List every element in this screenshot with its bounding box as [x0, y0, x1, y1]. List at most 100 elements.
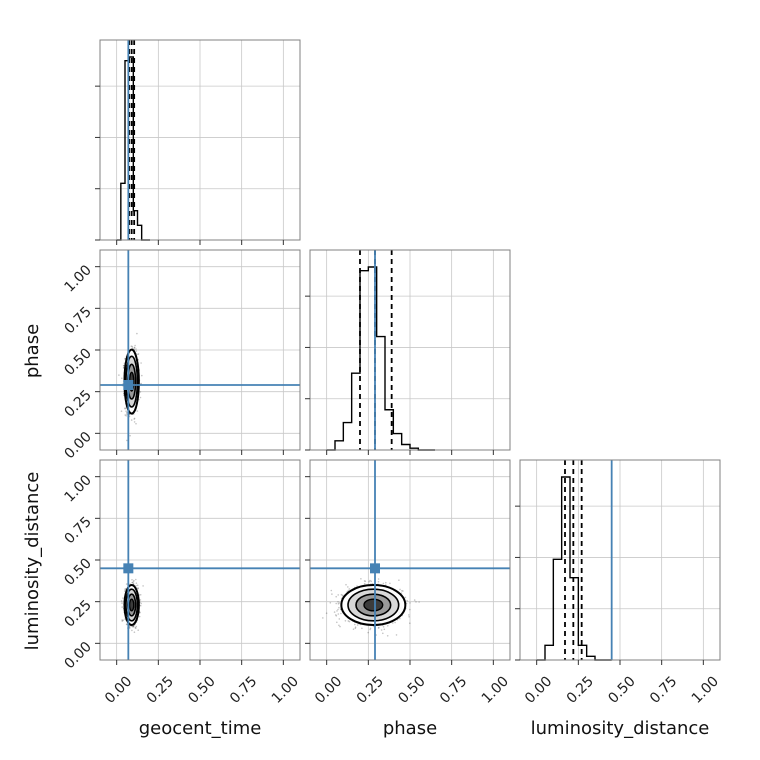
- sample-point: [394, 621, 396, 624]
- sample-point: [369, 628, 371, 631]
- sample-point: [128, 626, 131, 629]
- sample-point: [135, 627, 137, 629]
- sample-point: [383, 628, 386, 631]
- sample-point: [136, 332, 138, 335]
- sample-point: [382, 626, 385, 628]
- sample-point: [118, 374, 120, 376]
- sample-point: [330, 589, 333, 592]
- sample-point: [325, 612, 328, 614]
- y-tick-label: 0.75: [61, 304, 94, 337]
- sample-point: [363, 580, 366, 582]
- sample-point: [335, 615, 338, 617]
- sample-point: [124, 414, 126, 416]
- sample-point: [122, 367, 125, 369]
- y-axis-label-phase: phase: [22, 324, 43, 378]
- sample-point: [335, 595, 338, 598]
- sample-point: [415, 601, 417, 603]
- sample-point: [139, 594, 142, 596]
- sample-point: [130, 345, 133, 348]
- sample-point: [120, 410, 123, 413]
- sample-point: [122, 597, 124, 599]
- sample-point: [401, 590, 403, 592]
- sample-point: [338, 602, 341, 604]
- sample-point: [135, 422, 137, 425]
- sample-point: [398, 579, 400, 581]
- sample-point: [386, 635, 389, 637]
- sample-point: [344, 620, 347, 622]
- sample-point: [392, 622, 394, 624]
- sample-point: [348, 620, 351, 623]
- sample-point: [135, 582, 138, 584]
- sample-point: [124, 407, 126, 410]
- sample-point: [133, 421, 136, 423]
- sample-point: [361, 627, 363, 630]
- sample-point: [136, 584, 139, 587]
- sample-point: [126, 439, 128, 442]
- x-tick-label: 0.25: [144, 673, 177, 706]
- sample-point: [133, 347, 136, 349]
- sample-point: [135, 584, 137, 587]
- x-tick-label: 0.50: [395, 673, 428, 706]
- sample-point: [135, 350, 138, 352]
- sample-point: [125, 410, 127, 413]
- sample-point: [404, 596, 407, 599]
- sample-point: [139, 604, 142, 607]
- sample-point: [337, 608, 339, 611]
- panel-geocent_time-phase-truth-point: [123, 380, 134, 390]
- sample-point: [121, 620, 124, 622]
- sample-point: [335, 602, 338, 605]
- x-tick-label: 0.25: [354, 673, 387, 706]
- sample-point: [135, 578, 137, 581]
- sample-point: [124, 588, 127, 590]
- y-axis-label-luminosity-distance: luminosity_distance: [22, 472, 43, 651]
- sample-point: [399, 617, 401, 620]
- sample-point: [360, 578, 362, 580]
- sample-point: [137, 353, 139, 356]
- panel-phase-luminosity_distance-truth-point: [370, 563, 380, 574]
- x-tick-label: 1.00: [479, 673, 512, 706]
- sample-point: [136, 410, 139, 412]
- y-tick-label: 0.50: [61, 346, 94, 379]
- sample-point: [335, 614, 337, 616]
- sample-point: [135, 348, 137, 350]
- sample-point: [409, 622, 411, 624]
- y-tick-label: 0.50: [61, 556, 94, 589]
- panel-geocent_time-luminosity_distance-contour-3: [128, 598, 135, 612]
- sample-point: [322, 617, 324, 619]
- sample-point: [132, 625, 135, 628]
- panel-1-0-grid: [100, 250, 300, 450]
- y-tick-label: 0.00: [61, 639, 94, 672]
- sample-point: [125, 411, 128, 414]
- sample-point: [370, 580, 373, 583]
- sample-point: [345, 583, 347, 586]
- sample-point: [125, 413, 128, 415]
- sample-point: [367, 631, 370, 634]
- sample-point: [399, 588, 401, 591]
- sample-point: [341, 594, 344, 597]
- sample-point: [139, 599, 142, 601]
- sample-point: [121, 377, 123, 380]
- sample-point: [337, 603, 340, 605]
- histogram-phase: [326, 266, 435, 451]
- sample-point: [354, 626, 357, 628]
- sample-point: [137, 587, 139, 590]
- y-tick-label: 0.25: [61, 387, 94, 420]
- x-tick-label: 1.00: [689, 673, 722, 706]
- sample-point: [408, 614, 410, 616]
- sample-point: [369, 579, 371, 582]
- sample-point: [347, 586, 349, 588]
- sample-point: [364, 580, 367, 583]
- sample-point: [121, 606, 123, 608]
- sample-point: [139, 391, 142, 393]
- sample-point: [385, 581, 387, 584]
- x-tick-label: 0.50: [185, 673, 218, 706]
- sample-point: [408, 616, 410, 618]
- sample-point: [140, 362, 142, 364]
- sample-point: [132, 581, 135, 583]
- sample-point: [133, 346, 136, 349]
- sample-point: [368, 580, 371, 583]
- sample-point: [387, 625, 389, 627]
- sample-point: [139, 396, 142, 399]
- y-tick-label: 0.75: [61, 514, 94, 547]
